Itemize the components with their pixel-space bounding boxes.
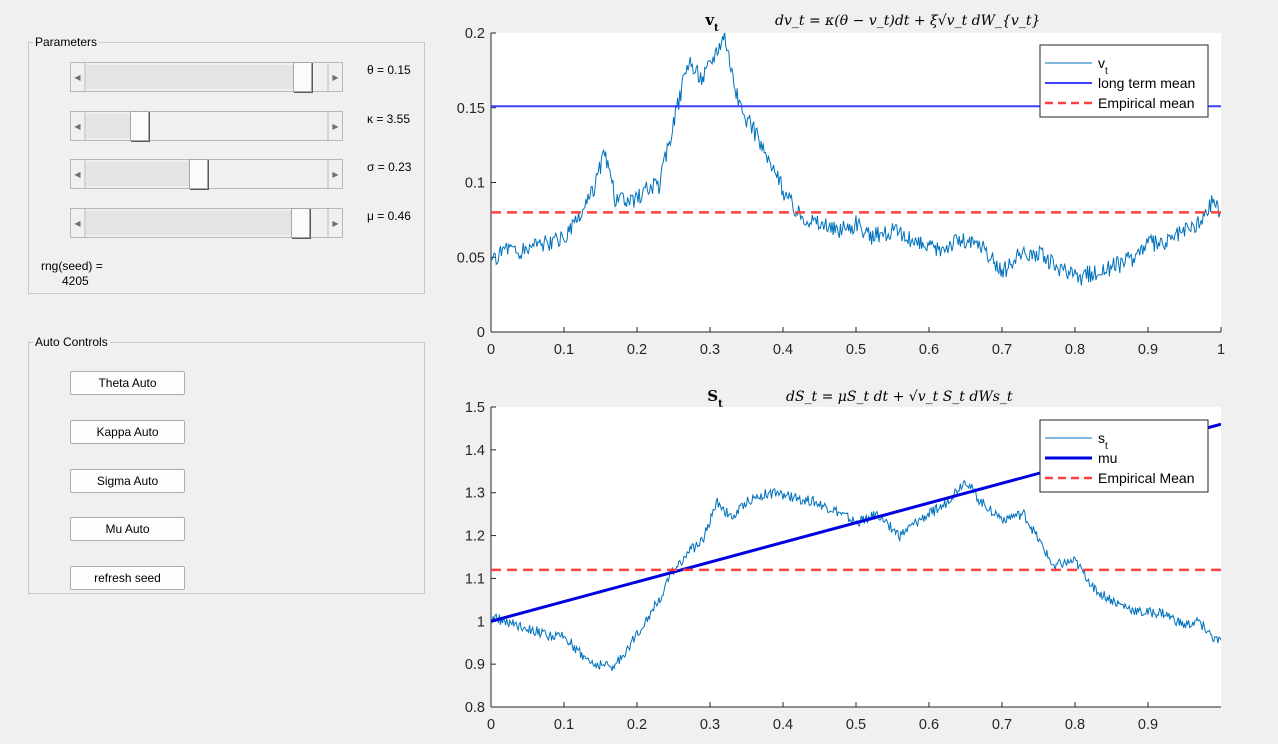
kappa-value-label: κ = 3.55	[367, 112, 411, 126]
chart-equation: dS_t = μS_t dt + √v_t S_t dWs_t	[786, 389, 1013, 405]
seed-label: rng(seed) =	[41, 259, 103, 273]
legend-entry: vt	[1098, 55, 1108, 77]
x-tick-label: 0.6	[919, 342, 939, 358]
y-tick-label: 0.1	[465, 176, 485, 192]
y-tick-label: 1	[477, 614, 485, 630]
y-tick-label: 1.1	[465, 571, 485, 587]
y-tick-label: 0.8	[465, 700, 485, 716]
slider-left-arrow-icon[interactable]: ◀	[71, 112, 85, 140]
slider-thumb[interactable]	[188, 159, 208, 189]
y-tick-label: 0.15	[457, 101, 485, 117]
kappa-auto-button[interactable]: Kappa Auto	[70, 420, 185, 444]
x-tick-label: 0.2	[627, 717, 647, 733]
x-tick-label: 0.3	[700, 342, 720, 358]
slider-right-arrow-icon[interactable]: ▶	[328, 209, 342, 237]
kappa-slider[interactable]: ◀ ▶	[70, 111, 343, 141]
sigma-value-label: σ = 0.23	[367, 160, 412, 174]
x-tick-label: 0.8	[1065, 717, 1085, 733]
x-tick-label: 0.7	[992, 342, 1012, 358]
slider-thumb[interactable]	[290, 208, 310, 238]
seed-value: 4205	[62, 274, 89, 288]
slider-right-arrow-icon[interactable]: ▶	[328, 63, 342, 91]
legend-entry: st	[1098, 430, 1108, 452]
slider-right-arrow-icon[interactable]: ▶	[328, 112, 342, 140]
x-tick-label: 0.6	[919, 717, 939, 733]
y-tick-label: 0	[477, 325, 485, 341]
y-tick-label: 0.9	[465, 657, 485, 673]
x-tick-label: 0	[487, 342, 495, 358]
mu-value-label: μ = 0.46	[367, 209, 411, 223]
chart-vt: 0 0.1 0.2 0.3 0.4 0.5 0.6 0.7 0.8 0.9 1 0 0.05 0.1 0.1…	[457, 11, 1225, 358]
slider-fill	[86, 162, 189, 186]
x-tick-label: 0.3	[700, 717, 720, 733]
chart-title: vt	[704, 11, 719, 34]
slider-left-arrow-icon[interactable]: ◀	[71, 63, 85, 91]
legend-entry: mu	[1098, 450, 1117, 466]
slider-thumb[interactable]	[130, 111, 150, 141]
x-tick-label: 0.7	[992, 717, 1012, 733]
theta-auto-button[interactable]: Theta Auto	[70, 371, 185, 395]
x-tick-label: 0.9	[1138, 342, 1158, 358]
refresh-seed-button[interactable]: refresh seed	[70, 566, 185, 590]
mu-slider[interactable]: ◀ ▶	[70, 208, 343, 238]
theta-value-label: θ = 0.15	[367, 63, 411, 77]
y-tick-label: 0.05	[457, 250, 485, 266]
mu-auto-button[interactable]: Mu Auto	[70, 517, 185, 541]
theta-slider[interactable]: ◀ ▶	[70, 62, 343, 92]
slider-left-arrow-icon[interactable]: ◀	[71, 160, 85, 188]
x-tick-label: 0	[487, 717, 495, 733]
slider-right-arrow-icon[interactable]: ▶	[328, 160, 342, 188]
x-tick-label: 0.1	[554, 717, 574, 733]
sigma-slider[interactable]: ◀ ▶	[70, 159, 343, 189]
slider-fill	[86, 211, 291, 235]
chart-title: St	[707, 387, 723, 410]
x-tick-label: 0.5	[846, 717, 866, 733]
y-tick-label: 0.2	[465, 26, 485, 42]
y-tick-label: 1.2	[465, 529, 485, 545]
sigma-auto-button[interactable]: Sigma Auto	[70, 469, 185, 493]
parameters-title: Parameters	[33, 35, 100, 49]
x-tick-label: 1	[1217, 342, 1225, 358]
slider-fill	[86, 65, 293, 89]
x-tick-label: 0.4	[773, 342, 793, 358]
y-tick-label: 1.5	[465, 400, 485, 416]
slider-thumb[interactable]	[292, 62, 312, 92]
x-tick-label: 0.9	[1138, 717, 1158, 733]
chart-st: 0 0.1 0.2 0.3 0.4 0.5 0.6 0.7 0.8 0.9 0.8 0.9 1 1.1 1.…	[465, 387, 1221, 733]
x-tick-label: 0.5	[846, 342, 866, 358]
auto-controls-panel: Auto Controls	[28, 335, 425, 594]
x-tick-label: 0.4	[773, 717, 793, 733]
x-tick-label: 0.8	[1065, 342, 1085, 358]
parameters-panel: Parameters	[28, 35, 425, 294]
auto-controls-title: Auto Controls	[33, 335, 110, 349]
legend-entry: long term mean	[1098, 75, 1195, 91]
slider-left-arrow-icon[interactable]: ◀	[71, 209, 85, 237]
slider-fill	[86, 114, 131, 138]
legend-entry: Empirical Mean	[1098, 470, 1194, 486]
series-line-vt	[491, 33, 1221, 286]
y-tick-label: 1.4	[465, 443, 485, 459]
x-tick-label: 0.2	[627, 342, 647, 358]
chart-equation: dv_t = κ(θ − v_t)dt + ξ√v_t dW_{v_t}	[775, 13, 1040, 29]
y-tick-label: 1.3	[465, 486, 485, 502]
legend-entry: Empirical mean	[1098, 95, 1194, 111]
x-tick-label: 0.1	[554, 342, 574, 358]
